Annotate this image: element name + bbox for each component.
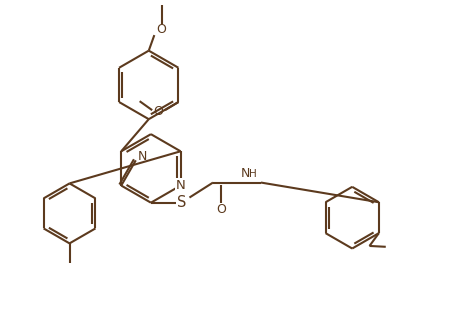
Text: O: O	[215, 202, 225, 215]
Text: N: N	[240, 168, 250, 180]
Text: N: N	[175, 179, 185, 192]
Text: N: N	[137, 150, 147, 163]
Text: S: S	[177, 195, 186, 210]
Text: O: O	[157, 23, 166, 36]
Text: H: H	[248, 169, 256, 179]
Text: O: O	[153, 105, 163, 118]
